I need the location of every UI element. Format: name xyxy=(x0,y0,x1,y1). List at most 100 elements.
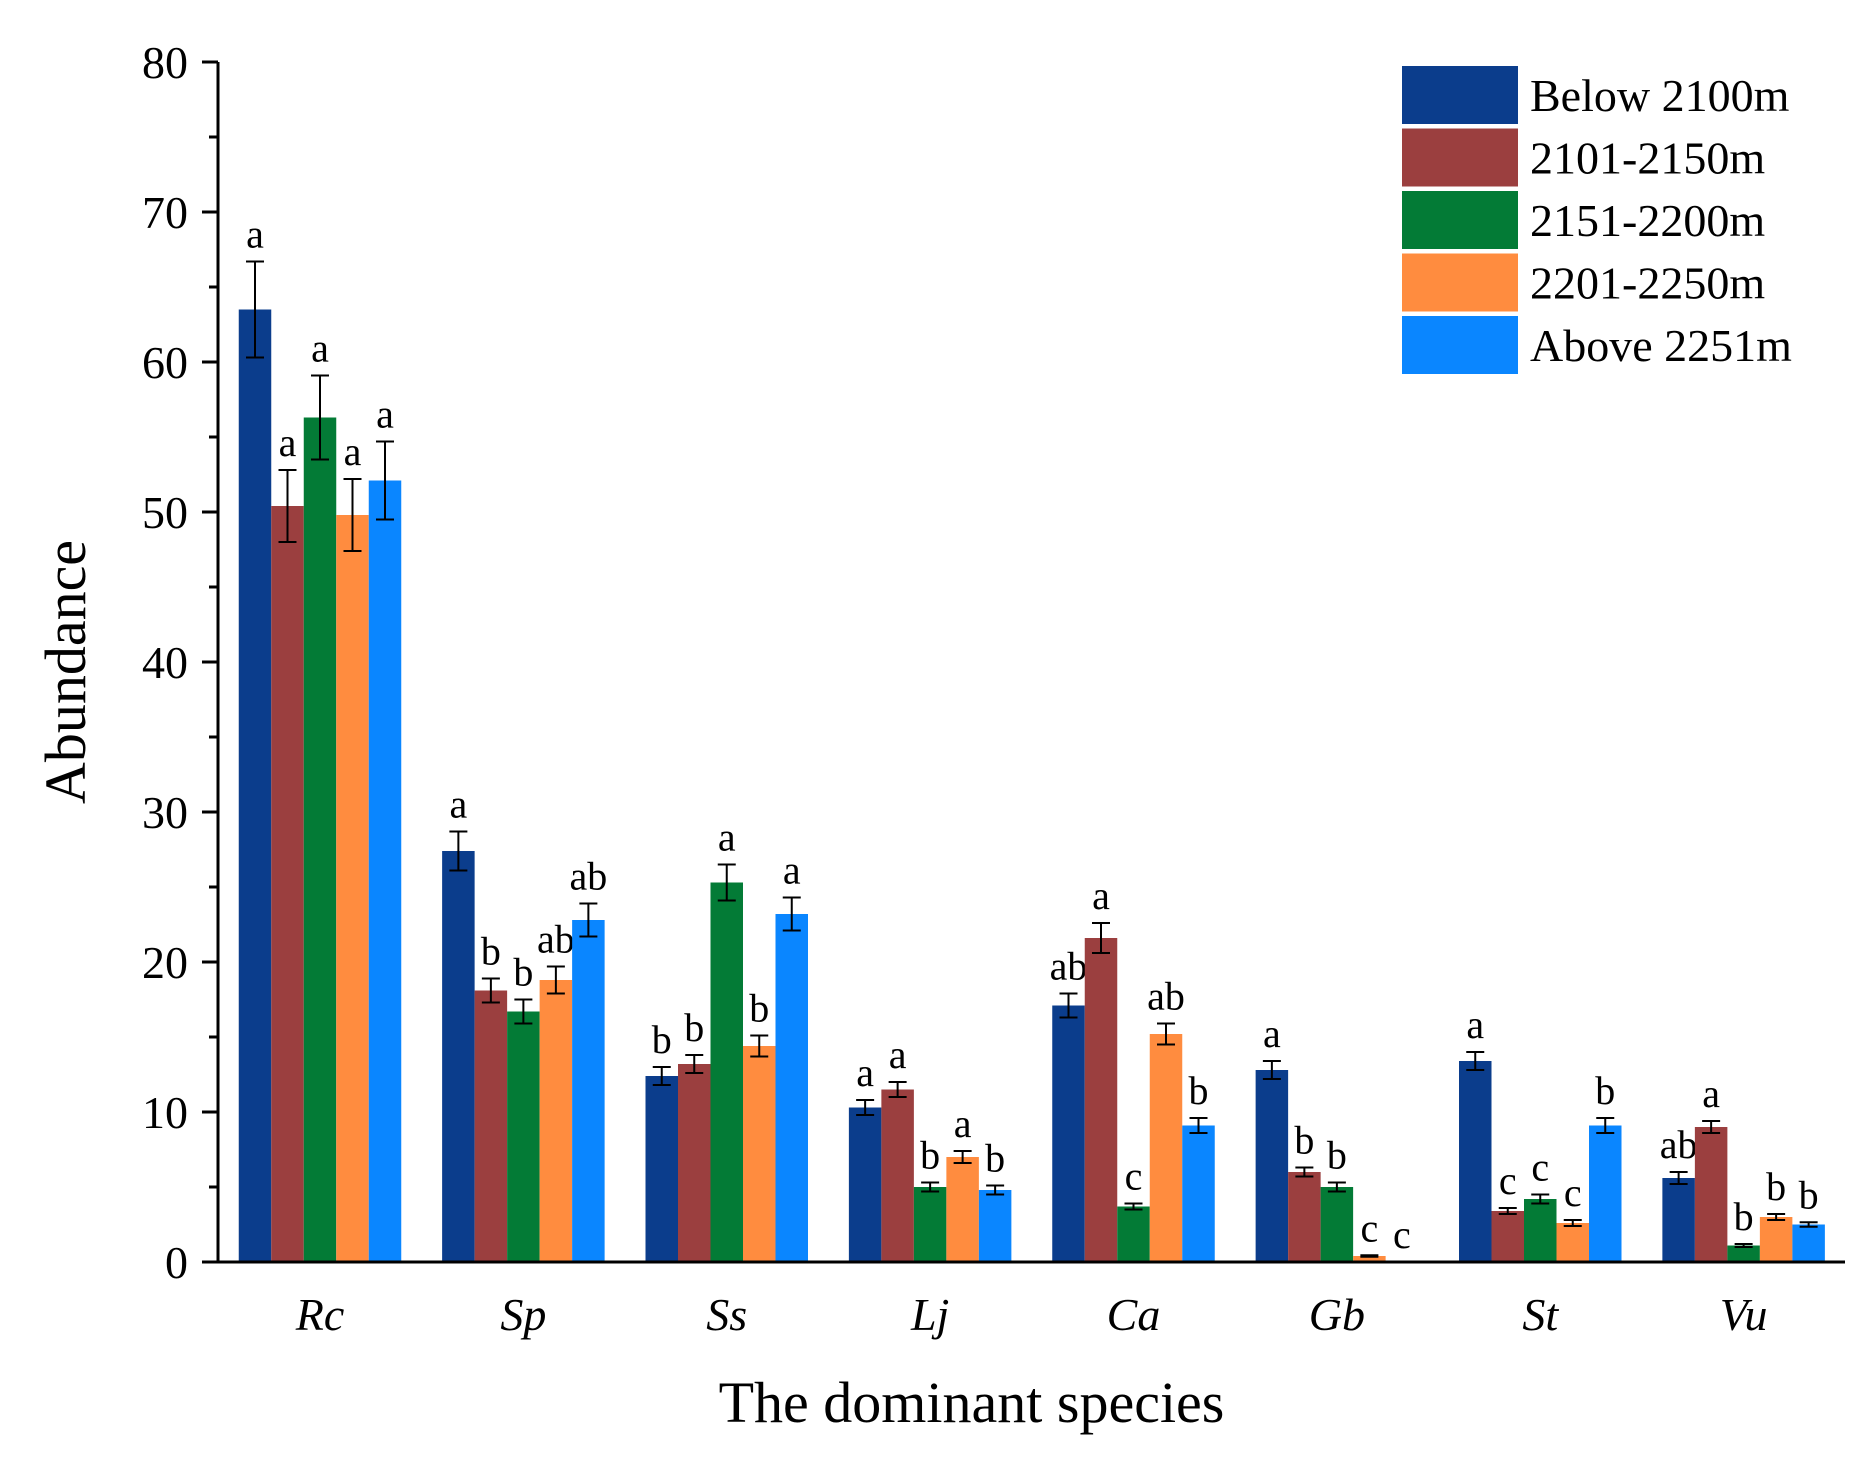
bar-lj-series-3 xyxy=(913,1187,947,1262)
significance-label: b xyxy=(749,986,769,1031)
significance-label: ab xyxy=(1147,974,1185,1019)
significance-label: a xyxy=(1466,1002,1484,1047)
bar-vu-series-4 xyxy=(1759,1217,1793,1262)
bar-ca-series-1 xyxy=(1052,1005,1085,1262)
bar-sp-series-3 xyxy=(507,1011,540,1262)
legend-swatch xyxy=(1402,253,1518,312)
bar-ca-series-4 xyxy=(1149,1034,1183,1262)
bar-st-series-4 xyxy=(1556,1223,1589,1262)
significance-label: c xyxy=(1499,1158,1517,1203)
legend-label: Below 2100m xyxy=(1530,70,1790,121)
x-category-label: Ca xyxy=(1107,1289,1161,1340)
significance-label: a xyxy=(718,815,736,860)
significance-label: b xyxy=(920,1133,940,1178)
bar-sp-series-2 xyxy=(474,990,508,1262)
ticks-layer: 0 10 20 30 40 50 60 70 80 xyxy=(142,37,218,1288)
significance-label: a xyxy=(311,326,329,371)
significance-label: c xyxy=(1360,1205,1378,1250)
y-axis-title: Abundance xyxy=(33,540,98,804)
y-tick-label: 30 xyxy=(142,787,188,838)
significance-label: b xyxy=(1799,1172,1819,1217)
significance-label: a xyxy=(344,429,362,474)
significance-label: b xyxy=(1766,1164,1786,1209)
significance-label: c xyxy=(1393,1212,1411,1257)
bar-gb-series-1 xyxy=(1255,1070,1289,1262)
bar-rc-series-1 xyxy=(238,309,272,1262)
significance-label: a xyxy=(1263,1011,1281,1056)
x-category-label: Gb xyxy=(1309,1289,1365,1340)
y-tick-label: 0 xyxy=(165,1237,188,1288)
bar-ca-series-5 xyxy=(1182,1125,1215,1262)
bar-ss-series-1 xyxy=(645,1076,678,1262)
bar-gb-series-2 xyxy=(1288,1172,1321,1262)
bar-st-series-1 xyxy=(1459,1061,1492,1262)
x-category-label: St xyxy=(1522,1289,1559,1340)
category-labels: Rc Sp Ss Lj Ca Gb St Vu xyxy=(295,1289,1768,1340)
significance-label: b xyxy=(1294,1118,1314,1163)
bar-lj-series-2 xyxy=(881,1089,914,1262)
significance-label: c xyxy=(1531,1145,1549,1190)
bar-gb-series-3 xyxy=(1320,1187,1354,1262)
significance-label: c xyxy=(1564,1170,1582,1215)
legend-swatch xyxy=(1402,128,1518,187)
significance-label: b xyxy=(481,929,501,974)
legend-swatch xyxy=(1402,66,1518,124)
significance-label: a xyxy=(954,1101,972,1146)
bar-rc-series-4 xyxy=(336,515,369,1262)
bar-vu-series-3 xyxy=(1727,1245,1760,1262)
significance-label: a xyxy=(376,392,394,437)
bar-vu-series-1 xyxy=(1662,1178,1695,1262)
bar-rc-series-2 xyxy=(271,506,304,1262)
legend-label: 2151-2200m xyxy=(1530,195,1765,246)
significance-label: a xyxy=(1702,1071,1720,1116)
bar-st-series-2 xyxy=(1491,1211,1524,1262)
bar-vu-series-5 xyxy=(1792,1224,1825,1262)
significance-label: c xyxy=(1125,1154,1143,1199)
y-tick-label: 80 xyxy=(142,37,188,88)
bar-ca-series-2 xyxy=(1084,938,1118,1262)
bar-ss-series-2 xyxy=(678,1064,711,1262)
bar-sp-series-4 xyxy=(539,980,573,1262)
bar-rc-series-3 xyxy=(303,417,337,1262)
bar-vu-series-2 xyxy=(1694,1127,1728,1262)
legend-label: 2101-2150m xyxy=(1530,133,1765,184)
y-tick-label: 70 xyxy=(142,187,188,238)
significance-label: b xyxy=(652,1017,672,1062)
x-axis-title: The dominant species xyxy=(719,1370,1225,1435)
y-tick-label: 60 xyxy=(142,337,188,388)
bar-st-series-3 xyxy=(1524,1199,1557,1262)
significance-label: ab xyxy=(1660,1122,1698,1167)
significance-label: ab xyxy=(537,917,575,962)
bar-lj-series-5 xyxy=(978,1190,1012,1262)
legend-label: 2201-2250m xyxy=(1530,258,1765,309)
legend-label: Above 2251m xyxy=(1530,320,1792,371)
bar-sp-series-5 xyxy=(572,920,605,1262)
significance-label: a xyxy=(783,848,801,893)
bar-lj-series-4 xyxy=(946,1157,979,1262)
bar-ss-series-5 xyxy=(775,914,808,1262)
significance-label: b xyxy=(684,1005,704,1050)
bar-gb-series-4 xyxy=(1353,1256,1386,1262)
y-tick-label: 40 xyxy=(142,637,188,688)
bar-lj-series-1 xyxy=(848,1107,882,1262)
bar-ss-series-3 xyxy=(710,882,743,1262)
legend: Below 2100m 2101-2150m 2151-2200m 2201-2250… xyxy=(1402,66,1792,374)
bar-sp-series-1 xyxy=(442,851,475,1262)
x-category-label: Vu xyxy=(1720,1289,1768,1340)
significance-label: b xyxy=(1595,1068,1615,1113)
significance-label: a xyxy=(246,212,264,257)
significance-label: b xyxy=(985,1136,1005,1181)
significance-label: b xyxy=(1189,1068,1209,1113)
significance-label: b xyxy=(1734,1194,1754,1239)
significance-label: b xyxy=(1327,1133,1347,1178)
legend-swatch xyxy=(1402,316,1518,374)
significance-label: ab xyxy=(1050,944,1088,989)
significance-label: a xyxy=(856,1050,874,1095)
significance-label: a xyxy=(449,782,467,827)
x-category-label: Ss xyxy=(706,1289,747,1340)
significance-label: a xyxy=(889,1032,907,1077)
significance-label: b xyxy=(513,950,533,995)
significance-label: a xyxy=(1092,873,1110,918)
